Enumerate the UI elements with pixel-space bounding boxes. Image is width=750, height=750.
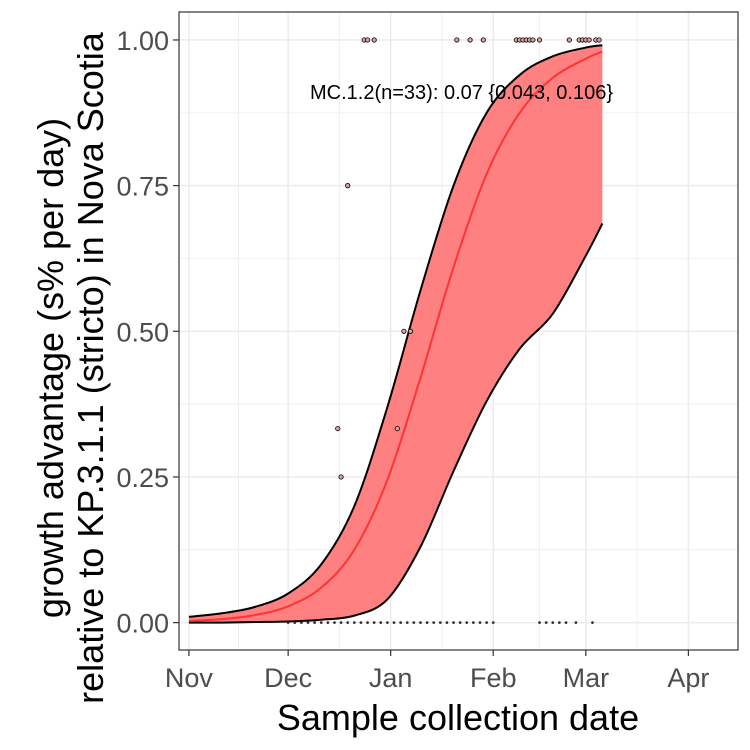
observation-point-17	[586, 37, 592, 43]
observation-point-59	[544, 621, 548, 624]
observation-point-55	[478, 621, 482, 624]
ribbon-upper-edge	[188, 44, 603, 618]
observation-point-28	[300, 621, 303, 624]
x-tick-label-4: Mar	[563, 663, 610, 693]
observation-point-33	[333, 621, 336, 624]
y-tick-label-4: 1.00	[116, 26, 169, 56]
y-axis-title-line-1: growth advantage (s% per day)	[30, 118, 71, 618]
observation-point-51	[452, 621, 455, 624]
observation-point-50	[445, 621, 449, 624]
observation-point-61	[558, 621, 561, 624]
observation-point-56	[485, 621, 488, 624]
observation-point-29	[306, 621, 310, 624]
observation-point-30	[313, 621, 316, 624]
observation-point-3	[454, 37, 460, 43]
fit-line	[188, 50, 603, 622]
observation-point-53	[465, 621, 469, 624]
x-tick-label-5: Apr	[667, 663, 709, 693]
observation-point-4	[467, 37, 473, 43]
observation-point-64	[591, 621, 594, 624]
observation-point-19	[596, 37, 602, 43]
y-axis-title-line-2: relative to KP.3.1.1 (stricto) in Nova S…	[70, 31, 111, 704]
y-axis-ticks: 0.00 0.25 0.50 0.75 1.00	[116, 26, 179, 639]
observation-point-58	[538, 621, 541, 624]
confidence-ribbon	[188, 45, 603, 623]
y-tick-label-1: 0.25	[116, 463, 169, 493]
observation-point-44	[405, 621, 409, 624]
y-tick-label-2: 0.50	[116, 317, 169, 347]
observation-point-25	[338, 474, 344, 480]
observation-point-11	[530, 37, 536, 43]
x-axis-ticks: Nov Dec Jan Feb Mar Apr	[165, 650, 709, 693]
observation-point-40	[379, 621, 383, 624]
observation-point-54	[472, 621, 475, 624]
observation-point-57	[491, 621, 495, 624]
observation-point-46	[419, 621, 422, 624]
x-tick-label-2: Jan	[369, 663, 413, 693]
y-tick-label-0: 0.00	[116, 609, 169, 639]
observation-point-38	[366, 621, 369, 624]
observation-point-63	[574, 621, 578, 624]
observation-point-43	[399, 621, 402, 624]
observation-point-23	[335, 425, 341, 432]
observation-point-49	[438, 621, 442, 624]
observation-point-24	[394, 425, 400, 432]
observation-point-41	[386, 621, 389, 624]
observation-point-32	[326, 621, 330, 624]
ribbon-lower-edge	[188, 223, 604, 624]
observation-point-26	[286, 621, 290, 624]
observation-point-21	[401, 328, 407, 334]
y-tick-label-3: 0.75	[116, 172, 169, 202]
estimate-annotation: MC.1.2(n=33): 0.07 {0.043, 0.106}	[310, 82, 613, 104]
observation-point-35	[346, 621, 350, 624]
observation-point-60	[551, 621, 555, 624]
observation-point-34	[339, 621, 343, 624]
observation-points	[286, 37, 602, 624]
observation-point-39	[372, 621, 376, 624]
x-tick-label-0: Nov	[165, 663, 214, 693]
observation-point-48	[432, 621, 436, 624]
observation-point-36	[352, 621, 356, 624]
observation-point-13	[566, 37, 572, 43]
observation-point-22	[407, 328, 414, 334]
observation-point-27	[293, 621, 297, 624]
observation-point-45	[412, 621, 416, 624]
observation-point-42	[392, 621, 396, 624]
observation-point-31	[319, 621, 323, 624]
observation-point-2	[371, 37, 377, 43]
observation-point-37	[359, 621, 363, 624]
y-axis-title: growth advantage (s% per day) relative t…	[30, 31, 111, 704]
observation-point-62	[564, 621, 568, 624]
observation-point-20	[345, 183, 351, 189]
observation-point-1	[364, 37, 371, 43]
observation-point-12	[536, 37, 543, 43]
observation-point-5	[480, 37, 486, 43]
x-tick-label-1: Dec	[264, 663, 312, 693]
observation-point-52	[458, 621, 462, 624]
x-axis-title: Sample collection date	[277, 697, 639, 738]
x-tick-label-3: Feb	[470, 663, 517, 693]
observation-point-47	[425, 621, 429, 624]
